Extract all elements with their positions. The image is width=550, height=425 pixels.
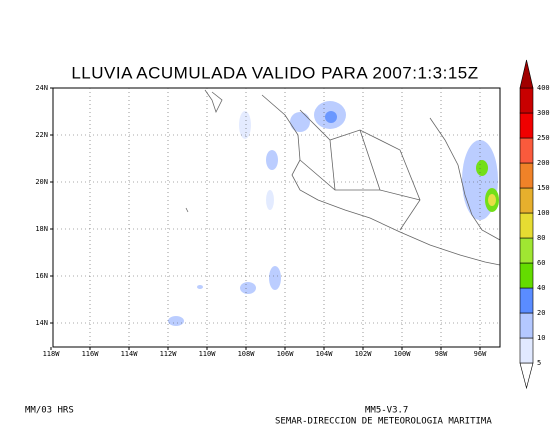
colorbar-label: 400 xyxy=(537,84,550,92)
lon-label: 106W xyxy=(277,350,295,358)
map-frame xyxy=(52,87,501,348)
lon-label: 110W xyxy=(199,350,217,358)
colorbar-label: 10 xyxy=(537,334,545,342)
coastline xyxy=(185,89,501,266)
colorbar-segment xyxy=(519,187,534,214)
lat-label: 14N xyxy=(35,319,48,327)
colorbar-segment xyxy=(519,137,534,164)
colorbar-high-triangle xyxy=(519,59,534,89)
colorbar-label: 80 xyxy=(537,234,545,242)
lon-label: 104W xyxy=(316,350,334,358)
lat-label: 16N xyxy=(35,272,48,280)
colorbar-segment xyxy=(519,87,534,114)
colorbar-segment xyxy=(519,237,534,264)
footer-left: MM/03 HRS xyxy=(25,406,74,416)
colorbar-label: 5 xyxy=(537,359,541,367)
colorbar-segment xyxy=(519,337,534,364)
colorbar-segment xyxy=(519,162,534,189)
footer-version: MM5-V3.7 xyxy=(365,406,408,416)
colorbar-segment xyxy=(519,212,534,239)
colorbar-segment xyxy=(519,312,534,339)
lon-label: 118W xyxy=(43,350,61,358)
lat-label: 22N xyxy=(35,131,48,139)
colorbar-segment xyxy=(519,112,534,139)
map-title: LLUVIA ACUMULADA VALIDO PARA 2007:1:3:15… xyxy=(71,63,478,82)
colorbar-label: 300 xyxy=(537,109,550,117)
colorbar-segment xyxy=(519,262,534,289)
lon-label: 116W xyxy=(82,350,100,358)
colorbar-label: 100 xyxy=(537,209,550,217)
lat-label: 20N xyxy=(35,178,48,186)
lon-label: 114W xyxy=(121,350,139,358)
colorbar-label: 150 xyxy=(537,184,550,192)
colorbar-label: 40 xyxy=(537,284,545,292)
lon-label: 98W xyxy=(435,350,448,358)
lon-label: 102W xyxy=(355,350,373,358)
colorbar-label: 250 xyxy=(537,134,550,142)
lat-label: 24N xyxy=(35,84,48,92)
lon-label: 96W xyxy=(474,350,487,358)
lon-label: 112W xyxy=(160,350,178,358)
lat-label: 18N xyxy=(35,225,48,233)
colorbar-label: 200 xyxy=(537,159,550,167)
colorbar-label: 60 xyxy=(537,259,545,267)
lon-label: 108W xyxy=(238,350,256,358)
lon-label: 100W xyxy=(394,350,412,358)
colorbar-segment xyxy=(519,287,534,314)
colorbar-label: 20 xyxy=(537,309,545,317)
footer-agency: SEMAR-DIRECCION DE METEOROLOGIA MARITIMA xyxy=(275,417,492,425)
